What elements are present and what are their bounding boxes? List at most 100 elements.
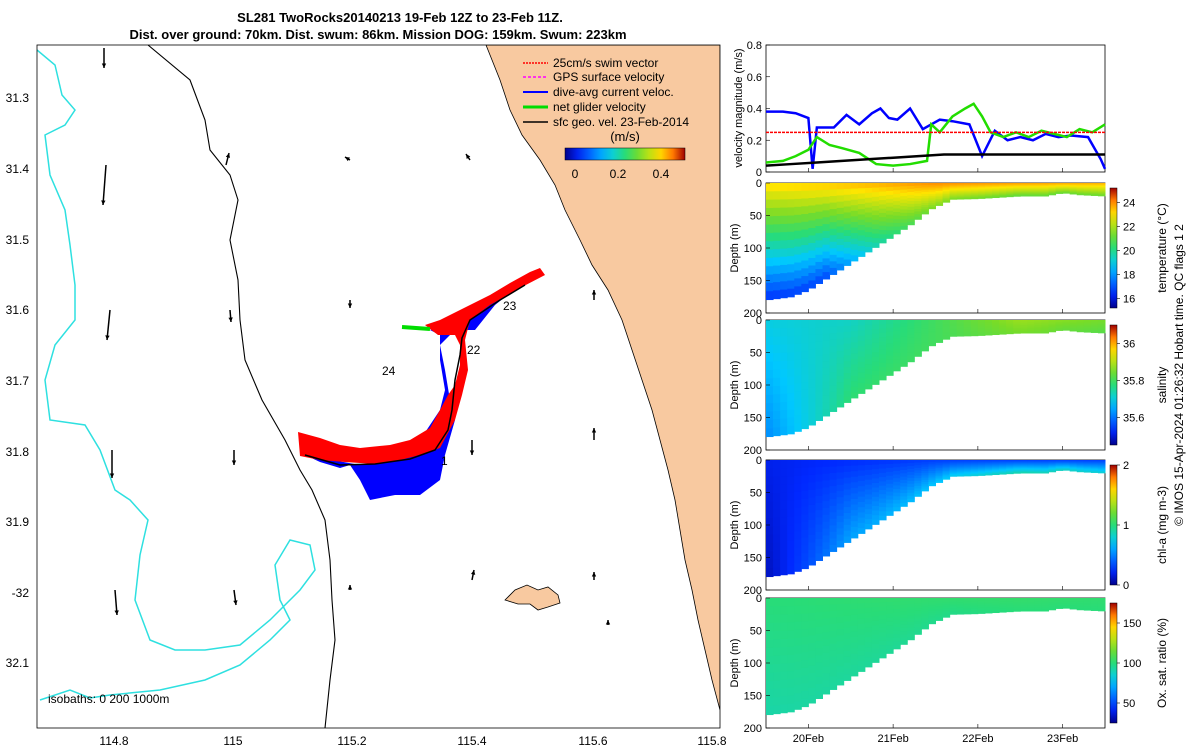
section-cell — [970, 470, 979, 472]
section-cell — [829, 637, 838, 645]
section-cell — [921, 187, 929, 191]
section-cell — [907, 498, 915, 503]
section-cell — [984, 608, 993, 611]
section-cell — [886, 605, 894, 611]
section-cell — [836, 528, 845, 536]
section-cell — [815, 190, 823, 198]
section-cell — [836, 653, 845, 661]
section-cell — [1076, 192, 1085, 194]
section-cell — [836, 232, 845, 240]
section-cell — [928, 343, 936, 347]
section-cell — [893, 634, 901, 639]
section-cell — [970, 321, 979, 323]
section-cell — [907, 492, 915, 497]
section-cell — [977, 464, 986, 466]
section-cell — [843, 615, 852, 623]
section-cell — [992, 611, 1000, 614]
section-cell — [1020, 183, 1028, 185]
section-cell — [815, 327, 823, 335]
section-cell — [780, 248, 788, 258]
section-cell — [808, 394, 816, 403]
section-cell — [970, 460, 979, 462]
section-cell — [1097, 601, 1106, 604]
section-cell — [857, 465, 866, 471]
section-cell — [893, 608, 901, 614]
section-cell — [1034, 601, 1042, 604]
section-cell — [815, 398, 823, 407]
section-cell — [1013, 193, 1021, 195]
section-cell — [815, 598, 823, 606]
section-cell — [1034, 461, 1042, 464]
section-cell — [815, 510, 823, 518]
section-cell — [984, 605, 993, 608]
section-cell — [900, 621, 908, 625]
section-cell — [1034, 332, 1042, 334]
section-cell — [850, 325, 859, 332]
section-cell — [1034, 608, 1042, 610]
section-cell — [1020, 192, 1028, 194]
section-cell — [1083, 602, 1092, 604]
section-cell — [1062, 465, 1071, 468]
section-cell — [942, 320, 951, 322]
section-ytick-label: 150 — [744, 276, 762, 288]
colorbar-label: Ox. sat. ratio (%) — [1155, 618, 1169, 708]
section-cell — [1034, 195, 1042, 197]
section-cell — [1041, 188, 1049, 190]
section-cell — [829, 189, 838, 197]
section-cell — [843, 650, 852, 658]
section-cell — [801, 514, 809, 523]
section-cell — [1020, 321, 1028, 324]
section-cell — [963, 186, 972, 189]
section-cell — [822, 409, 831, 417]
section-cell — [1020, 188, 1028, 190]
section-cell — [1076, 324, 1085, 326]
section-cell — [1048, 600, 1057, 602]
section-cell — [914, 320, 922, 324]
section-cell — [1097, 471, 1106, 474]
section-cell — [992, 331, 1000, 333]
section-cell — [907, 598, 915, 602]
section-cell — [780, 223, 788, 233]
section-cell — [801, 320, 809, 329]
section-cell — [977, 188, 986, 191]
section-cell — [879, 494, 887, 499]
section-cell — [1006, 472, 1014, 475]
section-cell — [942, 468, 951, 471]
section-cell — [1006, 184, 1014, 187]
section-cell — [822, 272, 831, 280]
section-cell — [871, 192, 880, 198]
section-cell — [808, 379, 816, 388]
section-cell — [935, 460, 944, 463]
section-cell — [1055, 186, 1064, 188]
section-cell — [886, 339, 894, 345]
section-cell — [766, 598, 774, 607]
section-cell — [1020, 320, 1028, 323]
section-cell — [914, 208, 922, 213]
section-cell — [773, 265, 781, 275]
section-cell — [999, 194, 1007, 196]
section-cell — [1048, 470, 1057, 473]
section-cell — [1097, 190, 1106, 192]
section-cell — [970, 611, 979, 614]
section-cell — [900, 216, 908, 220]
section-cell — [1090, 322, 1099, 325]
section-cell — [984, 332, 993, 335]
section-cell — [801, 491, 809, 500]
section-cell — [956, 196, 965, 199]
section-cell — [1020, 463, 1028, 466]
section-cell — [893, 612, 901, 617]
section-cell — [1006, 607, 1014, 610]
section-cell — [984, 188, 993, 190]
coastline-land — [485, 45, 720, 711]
section-cell — [914, 483, 922, 487]
section-cell — [857, 491, 866, 498]
section-cell — [857, 230, 866, 236]
section-cell — [977, 330, 986, 333]
section-cell — [836, 351, 845, 358]
section-cell — [1034, 463, 1042, 466]
section-cell — [935, 614, 944, 617]
geo-arrow — [109, 450, 115, 478]
section-cell — [843, 355, 852, 362]
section-cell — [949, 195, 958, 198]
section-cell — [1062, 187, 1071, 189]
